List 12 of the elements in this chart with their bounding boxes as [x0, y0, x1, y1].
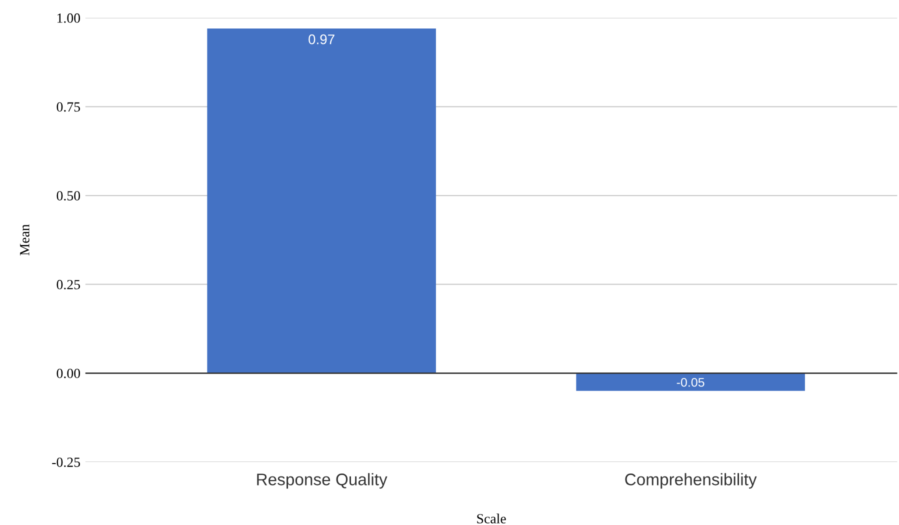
data-label: -0.05 [676, 378, 704, 387]
y-tick-label: -0.25 [52, 458, 80, 468]
y-tick-label: 0.25 [56, 280, 80, 290]
y-tick-label: 0.00 [56, 368, 80, 378]
y-axis-title: Mean [20, 224, 30, 256]
x-tick-label: Comprehensibility [625, 473, 757, 489]
y-tick-label: 0.75 [56, 102, 80, 112]
y-tick-label: 0.50 [56, 191, 80, 201]
data-label: 0.97 [308, 34, 334, 44]
x-tick-label: Response Quality [257, 473, 388, 489]
x-axis-title: Scale [477, 514, 506, 524]
y-tick-label: 1.00 [57, 13, 80, 23]
